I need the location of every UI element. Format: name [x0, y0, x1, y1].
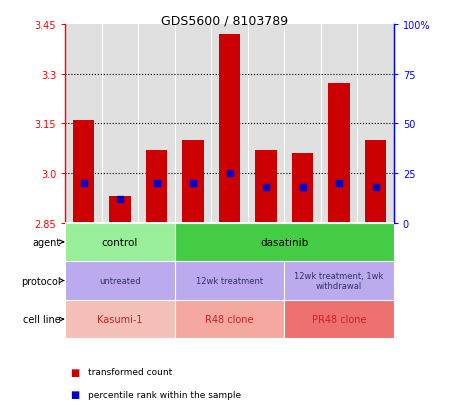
Bar: [109, 197, 131, 223]
Text: GSM955191: GSM955191: [152, 223, 161, 269]
Text: ■: ■: [70, 389, 79, 399]
Text: R48 clone: R48 clone: [205, 314, 254, 324]
Text: 12wk treatment, 1wk
withdrawal: 12wk treatment, 1wk withdrawal: [294, 271, 384, 290]
FancyBboxPatch shape: [284, 261, 394, 300]
Text: GSM955190: GSM955190: [116, 223, 125, 269]
Text: GSM955192: GSM955192: [189, 223, 198, 269]
Bar: [255, 150, 277, 223]
FancyBboxPatch shape: [175, 300, 284, 339]
FancyBboxPatch shape: [65, 261, 175, 300]
Bar: [292, 154, 314, 223]
Text: ■: ■: [70, 367, 79, 377]
Text: GSM955196: GSM955196: [334, 223, 343, 269]
Text: 12wk treatment: 12wk treatment: [196, 276, 263, 285]
Text: percentile rank within the sample: percentile rank within the sample: [88, 390, 241, 399]
Text: untreated: untreated: [99, 276, 141, 285]
Bar: [72, 121, 94, 223]
Bar: [328, 84, 350, 223]
Text: GSM955195: GSM955195: [298, 223, 307, 269]
Text: GSM955193: GSM955193: [225, 223, 234, 269]
Text: Kasumi-1: Kasumi-1: [97, 314, 143, 324]
Bar: [145, 150, 167, 223]
Text: cell line: cell line: [23, 314, 61, 324]
FancyBboxPatch shape: [175, 261, 284, 300]
Text: PR48 clone: PR48 clone: [312, 314, 366, 324]
Text: agent: agent: [32, 237, 61, 247]
FancyBboxPatch shape: [65, 223, 175, 261]
Text: GSM955194: GSM955194: [261, 223, 270, 269]
Bar: [364, 140, 387, 223]
FancyBboxPatch shape: [175, 223, 394, 261]
Text: protocol: protocol: [21, 276, 61, 286]
Text: dasatinib: dasatinib: [260, 237, 308, 247]
FancyBboxPatch shape: [284, 300, 394, 339]
Text: GDS5600 / 8103789: GDS5600 / 8103789: [162, 14, 288, 27]
Bar: [219, 35, 240, 223]
FancyBboxPatch shape: [65, 300, 175, 339]
Text: GSM955189: GSM955189: [79, 223, 88, 269]
Bar: [182, 140, 204, 223]
Text: GSM955197: GSM955197: [371, 223, 380, 269]
Text: control: control: [102, 237, 138, 247]
Text: transformed count: transformed count: [88, 367, 172, 376]
